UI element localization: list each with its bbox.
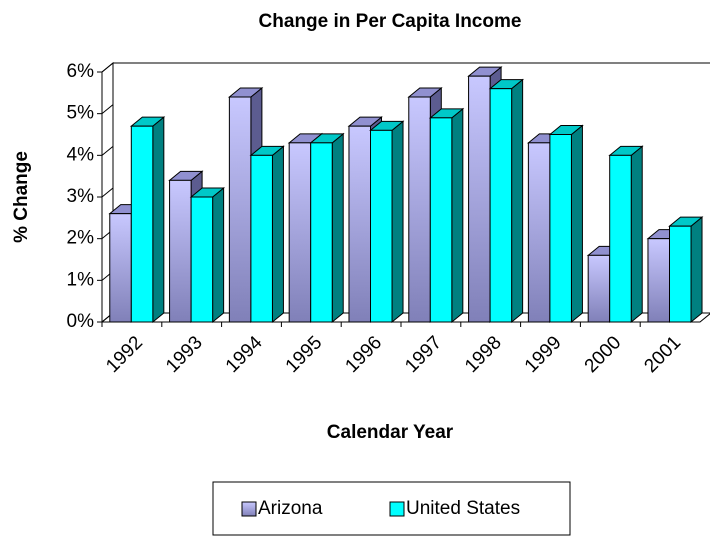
legend-label: Arizona [258, 498, 323, 519]
legend-swatch [241, 501, 257, 517]
bar [609, 154, 632, 323]
bar [169, 179, 192, 323]
bar [190, 196, 214, 323]
wall-tick [101, 62, 114, 73]
y-tick-label: 4% [67, 144, 95, 165]
bar-side [630, 145, 643, 324]
bar-side [152, 116, 165, 324]
legend-swatch [389, 501, 405, 517]
x-tick-label: 1999 [521, 332, 566, 377]
bar [647, 238, 671, 323]
bar [408, 96, 431, 323]
y-tick-label: 1% [67, 269, 95, 290]
bar [669, 225, 692, 323]
wall-tick [101, 187, 114, 198]
wall-tick [101, 145, 114, 156]
bar [489, 88, 513, 323]
bar [527, 142, 551, 323]
x-tick-label: 1993 [162, 332, 207, 377]
bar-side [271, 145, 284, 324]
x-axis-label: Calendar Year [327, 422, 454, 443]
bar [348, 125, 372, 323]
x-tick-label: 2001 [640, 332, 685, 377]
bar [250, 154, 273, 323]
bar-side [570, 124, 583, 324]
y-tick-label: 0% [67, 311, 95, 332]
bar-side [690, 216, 703, 324]
y-axis-label: % Change [11, 151, 32, 243]
bar-side [451, 107, 464, 324]
y-tick-label: 3% [67, 186, 95, 207]
x-tick-label: 1996 [341, 332, 386, 377]
x-tick-label: 1997 [401, 332, 446, 377]
y-tick-label: 2% [67, 228, 95, 249]
bar [468, 75, 491, 323]
bar [288, 142, 312, 323]
x-tick-label: 2000 [581, 332, 626, 377]
chart-title: Change in Per Capita Income [259, 11, 522, 32]
x-tick-label: 1998 [461, 332, 506, 377]
bar-side [391, 120, 404, 324]
bar [130, 125, 154, 323]
y-tick-label: 5% [67, 103, 95, 124]
bar-side [212, 186, 225, 324]
x-tick-label: 1994 [222, 332, 267, 377]
x-tick-label: 1995 [282, 332, 327, 377]
bar [370, 129, 393, 323]
wall-tick [101, 104, 114, 115]
bar [228, 96, 252, 323]
bar-side [331, 132, 344, 324]
x-tick-label: 1992 [102, 332, 147, 377]
bar [429, 117, 453, 323]
bar-side [511, 78, 524, 324]
bar [109, 213, 132, 323]
y-tick-label: 6% [67, 61, 95, 82]
bar [587, 254, 611, 323]
legend-label: United States [406, 498, 520, 519]
bar [549, 134, 572, 323]
bar [310, 142, 333, 323]
